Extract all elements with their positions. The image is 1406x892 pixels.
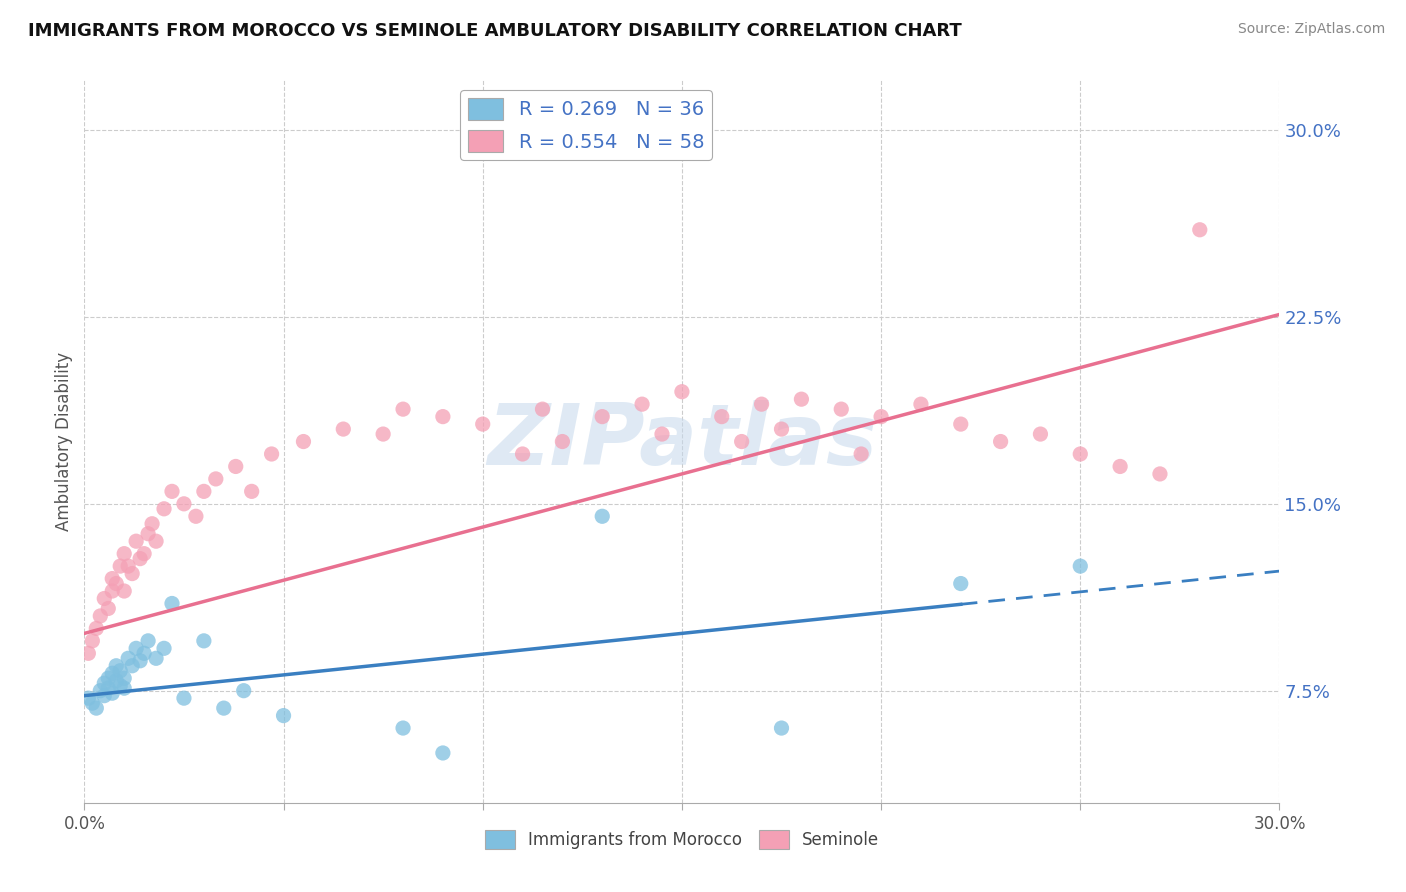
Point — [117, 651, 139, 665]
Text: ZIPatlas: ZIPatlas — [486, 400, 877, 483]
Point — [531, 402, 554, 417]
Point — [770, 721, 793, 735]
Point — [89, 683, 111, 698]
Point — [129, 551, 152, 566]
Point — [121, 658, 143, 673]
Point — [132, 547, 156, 561]
Point — [93, 591, 115, 606]
Point — [173, 497, 195, 511]
Point — [1109, 459, 1132, 474]
Point — [870, 409, 893, 424]
Point — [671, 384, 693, 399]
Point — [392, 402, 415, 417]
Point — [125, 641, 148, 656]
Point — [631, 397, 654, 411]
Point — [949, 417, 972, 431]
Point — [225, 459, 247, 474]
Point — [136, 633, 159, 648]
Point — [117, 559, 139, 574]
Point — [86, 621, 108, 635]
Point — [471, 417, 494, 431]
Point — [112, 584, 135, 599]
Point — [193, 484, 215, 499]
Point — [240, 484, 263, 499]
Point — [212, 701, 235, 715]
Point — [1069, 559, 1091, 574]
Point — [332, 422, 354, 436]
Point — [1188, 223, 1211, 237]
Point — [392, 721, 415, 735]
Point — [591, 409, 613, 424]
Point — [770, 422, 793, 436]
Point — [373, 427, 395, 442]
Point — [851, 447, 873, 461]
Point — [512, 447, 534, 461]
Point — [101, 584, 124, 599]
Point — [949, 576, 972, 591]
Point — [112, 547, 135, 561]
Point — [97, 601, 120, 615]
Point — [101, 572, 124, 586]
Point — [112, 671, 135, 685]
Point — [97, 671, 120, 685]
Point — [160, 484, 183, 499]
Point — [432, 746, 454, 760]
Point — [110, 559, 132, 574]
Point — [77, 691, 100, 706]
Point — [184, 509, 207, 524]
Point — [591, 509, 613, 524]
Point — [432, 409, 454, 424]
Point — [830, 402, 852, 417]
Point — [910, 397, 932, 411]
Point — [110, 679, 132, 693]
Point — [145, 534, 167, 549]
Point — [751, 397, 773, 411]
Point — [141, 516, 163, 531]
Point — [101, 686, 124, 700]
Point — [97, 681, 120, 696]
Point — [173, 691, 195, 706]
Point — [1149, 467, 1171, 481]
Point — [153, 501, 176, 516]
Point — [260, 447, 283, 461]
Point — [93, 689, 115, 703]
Point — [125, 534, 148, 549]
Point — [790, 392, 813, 407]
Point — [136, 526, 159, 541]
Point — [77, 646, 100, 660]
Point — [145, 651, 167, 665]
Point — [205, 472, 228, 486]
Point — [551, 434, 574, 449]
Point — [160, 597, 183, 611]
Point — [89, 609, 111, 624]
Point — [273, 708, 295, 723]
Point — [82, 633, 104, 648]
Point — [129, 654, 152, 668]
Point — [105, 673, 128, 688]
Point — [132, 646, 156, 660]
Point — [101, 666, 124, 681]
Point — [86, 701, 108, 715]
Point — [105, 576, 128, 591]
Point — [731, 434, 754, 449]
Point — [232, 683, 254, 698]
Point — [990, 434, 1012, 449]
Y-axis label: Ambulatory Disability: Ambulatory Disability — [55, 352, 73, 531]
Point — [1069, 447, 1091, 461]
Point — [93, 676, 115, 690]
Text: Source: ZipAtlas.com: Source: ZipAtlas.com — [1237, 22, 1385, 37]
Point — [651, 427, 673, 442]
Point — [82, 696, 104, 710]
Point — [110, 664, 132, 678]
Point — [153, 641, 176, 656]
Text: IMMIGRANTS FROM MOROCCO VS SEMINOLE AMBULATORY DISABILITY CORRELATION CHART: IMMIGRANTS FROM MOROCCO VS SEMINOLE AMBU… — [28, 22, 962, 40]
Point — [193, 633, 215, 648]
Point — [710, 409, 733, 424]
Point — [1029, 427, 1052, 442]
Point — [105, 658, 128, 673]
Point — [292, 434, 315, 449]
Point — [112, 681, 135, 696]
Legend: Immigrants from Morocco, Seminole: Immigrants from Morocco, Seminole — [478, 823, 886, 856]
Point — [121, 566, 143, 581]
